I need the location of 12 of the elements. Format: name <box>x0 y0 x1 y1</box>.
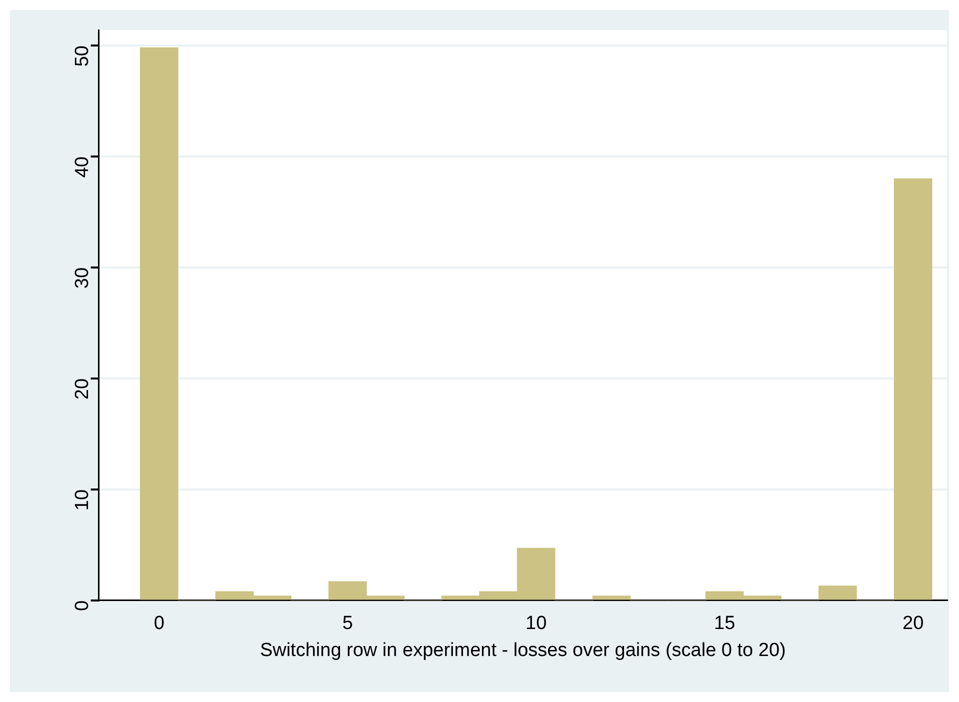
x-axis-title: Switching row in experiment - losses over gains (scale 0 to 20) <box>260 640 786 661</box>
x-tick-label: 0 <box>154 613 164 634</box>
x-tick-label: 10 <box>526 613 547 634</box>
x-tick-label: 5 <box>342 613 353 634</box>
x-tick-label: 20 <box>902 613 924 634</box>
x-tick-label: 15 <box>714 613 736 634</box>
y-tick-label: 30 <box>72 267 94 289</box>
y-tick-label: 40 <box>72 156 94 178</box>
y-tick-label: 20 <box>72 378 94 400</box>
y-tick-label: 0 <box>72 600 94 611</box>
y-tick-label: 50 <box>72 46 94 67</box>
y-tick-label: 10 <box>72 489 94 511</box>
